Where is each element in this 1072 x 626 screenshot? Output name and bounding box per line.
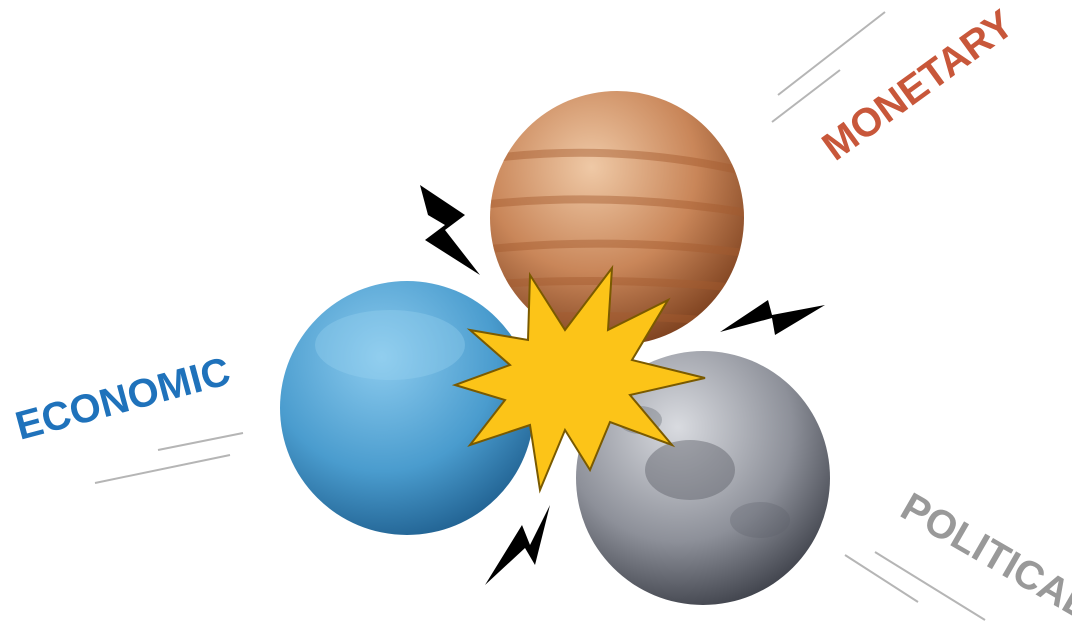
starburst	[451, 264, 706, 494]
planet-blue	[280, 281, 534, 535]
planet-brown	[490, 91, 744, 345]
label-monetary: MONETARY	[814, 2, 1022, 170]
label-political: POLITICAL	[894, 485, 1072, 626]
speed-lines	[94, 11, 986, 621]
label-economic: ECONOMIC	[11, 349, 235, 448]
lightning	[420, 185, 825, 585]
